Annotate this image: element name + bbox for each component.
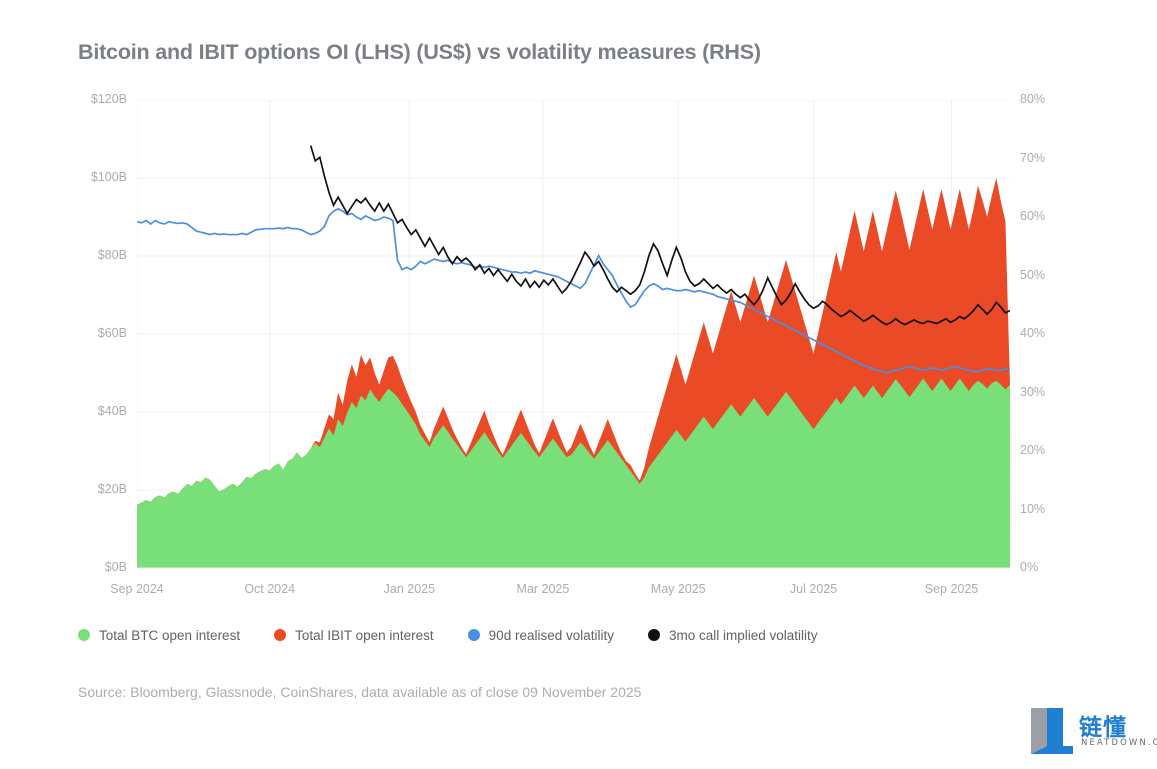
circle-swatch-icon <box>648 629 660 641</box>
area-total-btc-open-interest <box>137 378 1010 568</box>
x-axis-tick: May 2025 <box>650 582 706 596</box>
circle-swatch-icon <box>274 629 287 641</box>
plot-area <box>137 100 1010 568</box>
left-axis-tick: $40B <box>97 404 127 418</box>
legend-item[interactable]: 3mo call implied volatility <box>648 628 818 643</box>
right-axis-tick: 0% <box>1020 560 1039 574</box>
legend-item[interactable]: Total IBIT open interest <box>274 628 434 643</box>
legend-item-label: Total BTC open interest <box>99 627 241 643</box>
right-axis-tick: 10% <box>1020 501 1046 516</box>
x-axis-tick: Jul 2025 <box>789 582 838 596</box>
x-axis-tick: Mar 2025 <box>516 582 570 596</box>
legend-item[interactable]: Total BTC open interest <box>78 628 240 643</box>
legend-item-label: 3mo call implied volatility <box>669 627 818 643</box>
left-axis-tick: $100B <box>90 170 127 184</box>
right-axis-tick: 60% <box>1020 209 1046 223</box>
right-axis-tick: 50% <box>1020 267 1046 282</box>
left-axis-tick: $120B <box>90 92 127 106</box>
page-title: Bitcoin and IBIT options OI (LHS) (US$) … <box>78 40 761 64</box>
left-axis-tick: $20B <box>97 482 127 496</box>
circle-swatch-icon <box>78 629 90 641</box>
legend-item-label: Total IBIT open interest <box>295 627 434 643</box>
line-3mo-call-implied-volatility <box>309 145 1010 326</box>
source-note: Source: Bloomberg, Glassnode, CoinShares… <box>78 684 642 700</box>
right-axis-tick: 20% <box>1020 443 1046 457</box>
left-axis-tick: $80B <box>97 248 127 262</box>
x-axis-tick: Oct 2024 <box>244 582 296 596</box>
l-logo-icon <box>1031 708 1073 754</box>
line-90d-realised-volatility <box>137 207 1010 374</box>
right-axis-tick: 40% <box>1020 326 1046 340</box>
x-axis-tick: Sep 2025 <box>924 582 979 596</box>
right-axis-tick: 80% <box>1020 92 1046 106</box>
x-axis-tick: Jan 2025 <box>383 582 436 596</box>
right-axis-tick: 70% <box>1020 150 1046 165</box>
legend-item-label: 90d realised volatility <box>488 627 614 643</box>
right-axis-tick: 30% <box>1020 384 1046 399</box>
chart-legend: Total BTC open interest Total IBIT open i… <box>78 624 852 646</box>
x-axis-tick: Sep 2024 <box>110 582 164 596</box>
watermark-cn-text: 链懂 <box>1079 715 1127 741</box>
chart-canvas <box>137 100 1010 568</box>
legend-item[interactable]: 90d realised volatility <box>467 627 614 643</box>
circle-swatch-icon <box>467 629 480 641</box>
left-axis-tick: $60B <box>97 326 127 340</box>
watermark-url-text: NEATDOWN.COM <box>1081 738 1157 748</box>
watermark-logo: 链懂 NEATDOWN.COM <box>1027 706 1157 758</box>
left-axis-tick: $0B <box>104 560 127 574</box>
